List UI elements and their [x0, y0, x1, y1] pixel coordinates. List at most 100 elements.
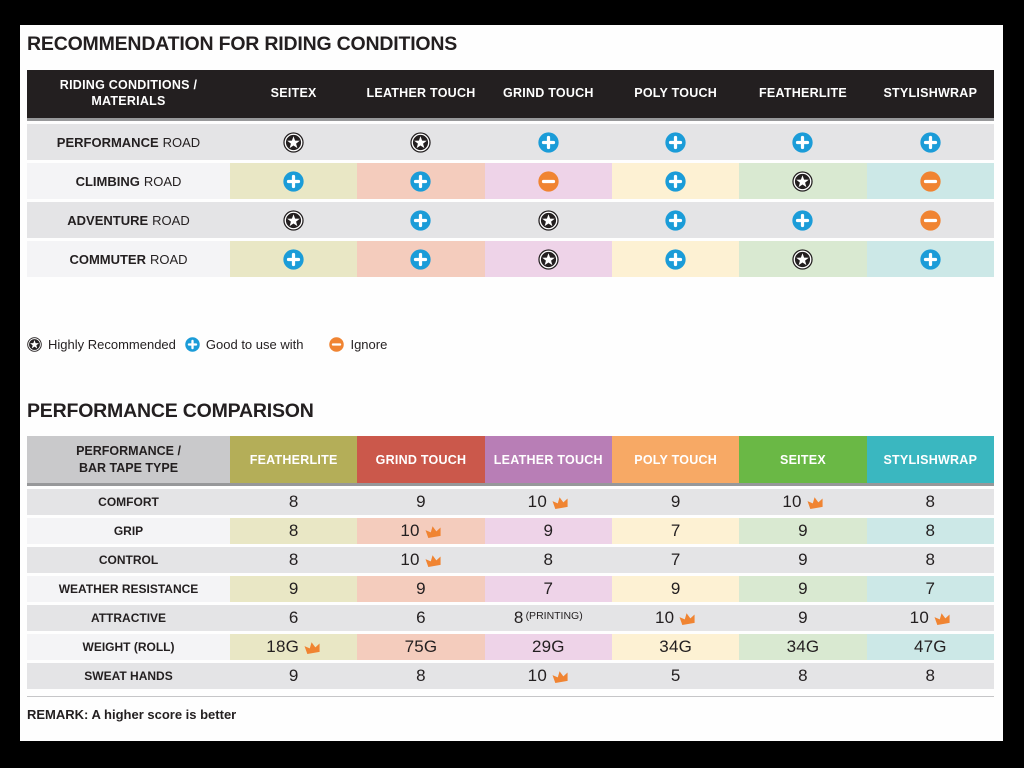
- riding-header-rule: [27, 118, 994, 121]
- score-cell: 9: [612, 489, 739, 515]
- score-cell: 10: [867, 605, 994, 631]
- page: RECOMMENDATION FOR RIDING CONDITIONS RID…: [20, 25, 1003, 741]
- score-value: 7: [925, 579, 936, 598]
- performance-header-rule: [27, 483, 994, 486]
- score-cell: 8: [230, 489, 357, 515]
- riding-row-label: CLIMBING ROAD: [27, 163, 230, 199]
- score-value: 5: [670, 666, 681, 685]
- legend-item: Ignore: [329, 337, 387, 352]
- riding-conditions-title: RECOMMENDATION FOR RIDING CONDITIONS: [27, 33, 458, 55]
- recommendation-cell: [866, 163, 994, 199]
- plus-icon: [185, 337, 200, 352]
- performance-header-label-line2: BAR TAPE TYPE: [78, 460, 179, 475]
- recommendation-cell: [612, 202, 739, 238]
- crown-icon: [299, 641, 321, 654]
- score-cell: 10: [357, 518, 485, 544]
- score-value: 10: [527, 666, 547, 685]
- score-cell: 8: [485, 547, 612, 573]
- score-cell: 7: [612, 547, 739, 573]
- score-value: 9: [798, 608, 808, 627]
- performance-row-label: ATTRACTIVE: [90, 611, 167, 625]
- performance-column-header: FEATHERLITE: [230, 436, 358, 483]
- minus-icon: [920, 209, 941, 231]
- score-value: 9: [798, 521, 808, 540]
- legend-item: Highly Recommended: [27, 337, 176, 352]
- score-value: 9: [288, 666, 299, 685]
- riding-row-label: ADVENTURE ROAD: [27, 202, 230, 238]
- recommendation-cell: [866, 241, 994, 277]
- score-value: 47G: [913, 637, 947, 656]
- minus-icon: [920, 170, 941, 192]
- performance-row: SWEAT HANDS 9 8 10 5 8 8: [27, 663, 994, 689]
- plus-icon: [792, 131, 814, 153]
- score-cell: 9: [612, 576, 740, 602]
- score-cell: 8: [867, 663, 994, 689]
- score-cell: 6: [357, 605, 484, 631]
- riding-row-label-highlight: ADVENTURE: [67, 212, 149, 228]
- performance-column-header: LEATHER TOUCH: [484, 436, 612, 483]
- recommendation-cell: [230, 124, 357, 160]
- riding-column-header: STYLISHWRAP: [883, 86, 978, 101]
- score-value: 7: [670, 550, 681, 569]
- score-value: 9: [670, 492, 681, 511]
- score-value: 8: [288, 550, 299, 569]
- riding-column-header: SEITEX: [270, 86, 317, 101]
- performance-row: WEIGHT (ROLL) 18G 75G 29G 34G 34G 47G: [27, 634, 994, 660]
- score-cell: 10: [612, 605, 739, 631]
- score-value: 8: [543, 550, 554, 569]
- star-icon: [283, 209, 304, 231]
- riding-table-body: PERFORMANCE ROAD CLIMBING ROAD ADVENTURE ROAD…: [27, 124, 994, 277]
- riding-row: COMMUTER ROAD: [27, 241, 994, 277]
- score-cell: 34G: [612, 634, 740, 660]
- score-cell: 47G: [866, 634, 994, 660]
- score-cell: 9: [739, 576, 867, 602]
- score-cell: 10: [485, 489, 612, 515]
- performance-table: PERFORMANCE / BAR TAPE TYPE FEATHERLITE G…: [27, 436, 994, 689]
- score-value: 18G: [266, 637, 300, 656]
- score-cell: 8: [866, 518, 994, 544]
- legend-label: Good to use with: [205, 337, 304, 352]
- star-icon: [410, 131, 432, 153]
- riding-row-label-highlight: PERFORMANCE: [56, 134, 159, 150]
- crown-icon: [420, 554, 442, 567]
- score-cell: 9: [357, 489, 484, 515]
- plus-icon: [538, 131, 559, 153]
- plus-icon: [920, 248, 941, 270]
- score-cell: 9: [739, 518, 867, 544]
- page-content: RECOMMENDATION FOR RIDING CONDITIONS RID…: [20, 25, 994, 722]
- score-cell: 9: [357, 576, 485, 602]
- plus-icon: [920, 131, 941, 153]
- riding-row-label-rest: ROAD: [152, 212, 190, 228]
- performance-table-body: COMFORT 8 9 10 9 10 8 GRIP 8 10 9 7 9 8 CONTROL 8 10 8 7 9 8…: [27, 489, 994, 689]
- star-icon: [538, 209, 559, 231]
- score-cell: 9: [230, 576, 358, 602]
- recommendation-cell: [867, 124, 994, 160]
- score-value: 8: [925, 666, 936, 685]
- score-value: 9: [798, 550, 808, 569]
- performance-row: COMFORT 8 9 10 9 10 8: [27, 489, 994, 515]
- score-value: 8: [798, 666, 808, 685]
- riding-column-header: GRIND TOUCH: [502, 86, 594, 101]
- score-cell: 7: [612, 518, 740, 544]
- recommendation-cell: [230, 202, 357, 238]
- recommendation-cell: [739, 124, 866, 160]
- riding-row-label-rest: ROAD: [149, 251, 188, 267]
- recommendation-cell: [739, 163, 867, 199]
- score-cell: 6: [230, 605, 357, 631]
- score-cell: 18G: [230, 634, 358, 660]
- star-icon: [538, 248, 559, 270]
- riding-header-label-line1: RIDING CONDITIONS /: [59, 78, 198, 93]
- performance-column-header: SEITEX: [739, 436, 867, 483]
- plus-icon: [665, 209, 686, 231]
- score-cell: 8: [230, 547, 357, 573]
- score-value: 10: [400, 550, 420, 569]
- riding-row: CLIMBING ROAD: [27, 163, 994, 199]
- star-icon: [792, 170, 814, 192]
- score-value: 6: [288, 608, 299, 627]
- score-value: 7: [670, 521, 681, 540]
- recommendation-cell: [739, 202, 866, 238]
- crown-icon: [547, 496, 569, 509]
- recommendation-cell: [357, 241, 485, 277]
- performance-column-header: GRIND TOUCH: [357, 436, 485, 483]
- legend-item: Good to use with: [185, 337, 304, 352]
